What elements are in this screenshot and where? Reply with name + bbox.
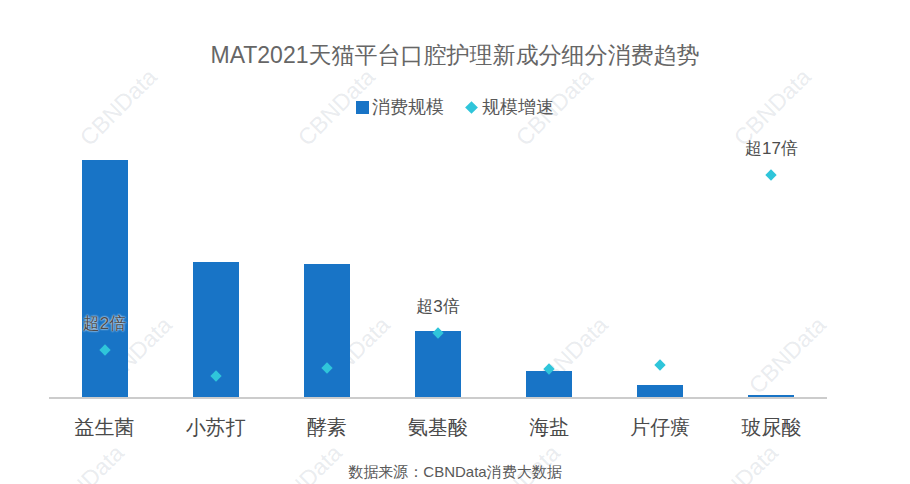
bar-series-swatch-icon (356, 101, 369, 114)
category-column: 片仔癀 (605, 120, 716, 397)
consumption-bar (748, 395, 794, 397)
category-label: 氨基酸 (408, 414, 468, 441)
category-column: 超3倍氨基酸 (382, 120, 493, 397)
diamond-series-swatch-icon (465, 101, 478, 114)
category-label: 片仔癀 (630, 414, 690, 441)
consumption-bar (82, 160, 128, 397)
legend-label: 规模增速 (482, 95, 554, 119)
growth-annotation: 超2倍 (83, 312, 126, 335)
consumption-bar (526, 371, 572, 397)
data-source-caption: 数据来源：CBNData消费大数据 (0, 463, 910, 482)
category-column: 小苏打 (160, 120, 271, 397)
growth-annotation: 超3倍 (416, 295, 459, 318)
legend-item-bar: 消费规模 (356, 95, 444, 119)
category-label: 小苏打 (186, 414, 246, 441)
category-column: 超2倍益生菌 (49, 120, 160, 397)
growth-marker-icon (655, 359, 666, 370)
growth-marker-icon (766, 169, 777, 180)
plot-area: 超2倍益生菌小苏打酵素超3倍氨基酸海盐片仔癀超17倍玻尿酸 (49, 120, 827, 399)
category-label: 海盐 (529, 414, 569, 441)
category-column: 酵素 (271, 120, 382, 397)
growth-annotation: 超17倍 (745, 137, 798, 160)
category-label: 酵素 (307, 414, 347, 441)
category-column: 超17倍玻尿酸 (716, 120, 827, 397)
consumption-bar (637, 385, 683, 397)
legend-item-scatter: 规模增速 (464, 95, 554, 119)
chart-title: MAT2021天猫平台口腔护理新成分细分消费趋势 (0, 40, 910, 71)
legend-label: 消费规模 (372, 95, 444, 119)
consumption-bar (304, 264, 350, 397)
category-label: 益生菌 (75, 414, 135, 441)
category-label: 玻尿酸 (741, 414, 801, 441)
consumption-bar (415, 331, 461, 397)
legend: 消费规模 规模增速 (0, 95, 910, 119)
category-column: 海盐 (494, 120, 605, 397)
